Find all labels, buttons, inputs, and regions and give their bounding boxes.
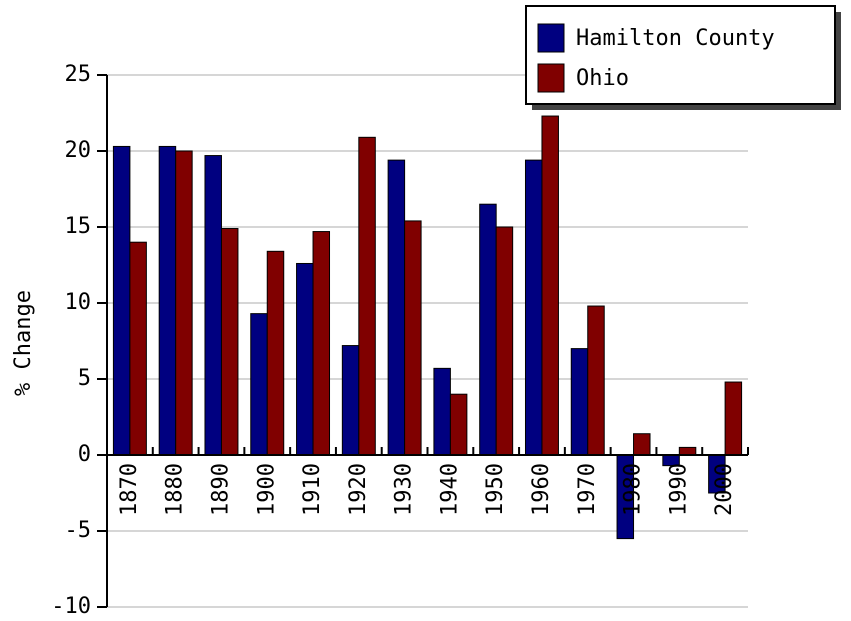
y-tick-label: 15 (65, 214, 92, 239)
x-tick-label: 1930 (392, 463, 417, 516)
bar (587, 305, 605, 456)
bar (112, 145, 131, 456)
y-tick-label: 20 (65, 138, 92, 163)
x-tick-label: 1870 (117, 463, 142, 516)
bar (358, 136, 376, 456)
x-tick-label: 1950 (483, 463, 508, 516)
bar (296, 262, 314, 456)
bar (266, 250, 285, 456)
bar (158, 145, 177, 456)
y-tick-label: -10 (51, 594, 91, 619)
bar (204, 155, 222, 456)
bar (175, 150, 193, 456)
x-tick-label: 1940 (437, 463, 462, 516)
x-tick-label: 2000 (712, 463, 737, 516)
x-tick-label: 1980 (621, 463, 646, 516)
legend-label: Hamilton County (576, 26, 775, 51)
bar (220, 228, 239, 456)
bar (341, 345, 360, 456)
bar (250, 313, 268, 456)
bar (724, 381, 743, 456)
y-tick-label: 5 (78, 366, 91, 391)
y-tick-label: 0 (78, 442, 91, 467)
y-tick-label: -5 (65, 518, 92, 543)
legend-label: Ohio (576, 66, 629, 91)
legend-swatch (537, 63, 565, 93)
y-tick-label: 10 (65, 290, 92, 315)
legend (525, 5, 836, 105)
legend-swatch (537, 23, 565, 53)
y-axis-label: % Change (11, 290, 36, 396)
x-tick-label: 1990 (666, 463, 691, 516)
bar (678, 446, 697, 456)
bar (479, 203, 497, 456)
x-tick-label: 1970 (575, 463, 600, 516)
bar (433, 367, 451, 456)
x-tick-label: 1900 (254, 463, 279, 516)
bar (312, 231, 331, 456)
bar (449, 393, 468, 456)
bar (541, 115, 559, 456)
bar (387, 159, 406, 456)
bar (633, 433, 651, 456)
bar (524, 159, 543, 456)
bar (129, 241, 147, 456)
bar (404, 220, 422, 456)
x-tick-label: 1960 (529, 463, 554, 516)
x-tick-label: 1910 (300, 463, 325, 516)
x-tick-label: 1880 (163, 463, 188, 516)
bar (495, 226, 514, 456)
x-tick-label: 1920 (346, 463, 371, 516)
bar (570, 348, 589, 456)
y-tick-label: 25 (65, 62, 92, 87)
x-tick-label: 1890 (208, 463, 233, 516)
